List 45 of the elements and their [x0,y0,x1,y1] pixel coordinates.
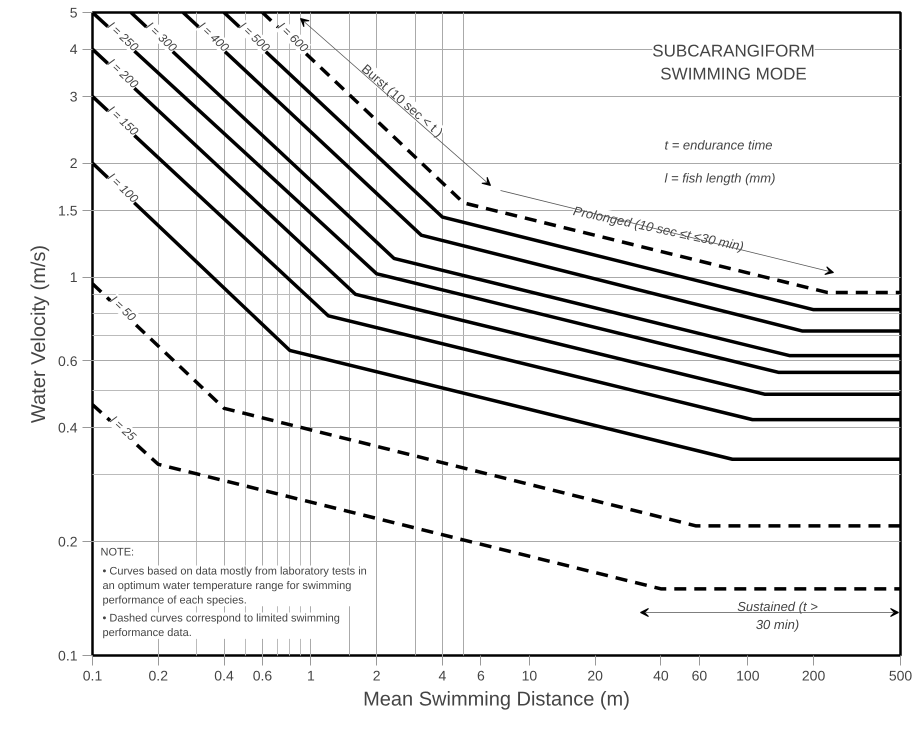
x-tick-label: 0.4 [214,668,234,684]
y-tick-label: 3 [70,88,78,104]
x-tick-label: 20 [587,668,604,684]
y-tick-label: 0.4 [58,420,78,436]
x-tick-label: 100 [736,668,760,684]
y-tick-label: 0.6 [58,352,78,369]
y-tick-label: 1 [70,269,78,286]
y-tick-label: 2 [70,155,78,172]
text: l = 150 [105,103,142,139]
x-tick-label: 4 [438,668,447,684]
text: l = 500 [236,20,273,55]
annotation: • Dashed curves correspond to limited swimming performance data. [102,612,340,639]
annotation: • Curves based on data mostly from laboratory tests in an optimum water temperature range for swimming performance of each species. [102,566,367,606]
x-tick-label: 200 [802,668,826,684]
annotation: l = fish length (mm) [664,170,776,186]
text: l = 100 [105,170,142,206]
y-tick-label: 1.5 [58,202,78,218]
y-tick-label: 0.2 [58,534,78,550]
annotation: Prolonged (10 sec ≤t ≤30 min) [572,203,746,254]
x-tick-label: 1 [307,668,316,684]
text: SUBCARANGIFORM SWIMMING MODE [652,42,815,84]
x-tick-label: 10 [522,668,538,684]
x-tick-label: 40 [653,668,669,684]
x-axis-title: Mean Swimming Distance (m) [363,688,630,710]
y-tick-label: 0.1 [58,648,78,664]
x-tick-label: 2 [372,668,381,684]
x-tick-label: 6 [477,668,486,684]
x-tick-label: 500 [888,668,912,684]
x-tick-label: 60 [692,668,708,684]
text: l = 25 [107,413,140,444]
y-axis-title: Water Velocity (m/s) [28,244,50,424]
annotation: t = endurance time [664,138,773,152]
x-tick-label: 0.6 [252,668,272,684]
text: l = 400 [196,19,232,55]
x-tick-label: 0.2 [148,668,168,684]
text: l = 600 [275,20,312,56]
y-tick-label: 5 [70,4,78,20]
text: l = 50 [107,293,139,324]
annotation: Sustained (t > 30 min) [737,599,818,632]
text: l = 200 [105,56,142,92]
annotation: NOTE: [100,546,134,558]
text: l = 250 [104,19,142,54]
text: l = 300 [143,19,180,55]
y-tick-label: 4 [70,41,78,58]
x-tick-label: 0.1 [82,668,102,684]
